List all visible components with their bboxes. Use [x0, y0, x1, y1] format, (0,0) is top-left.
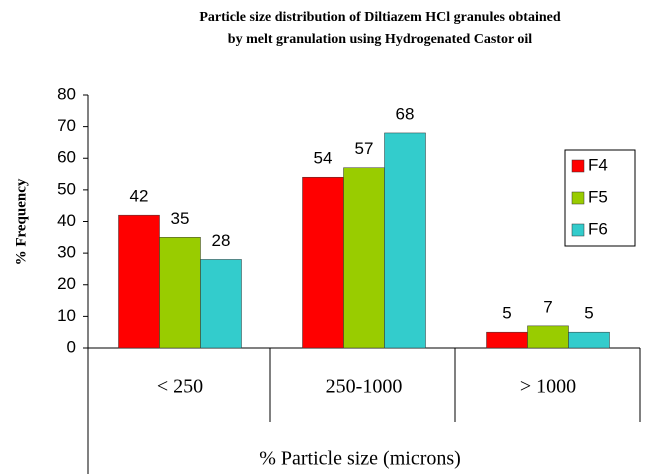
data-label: 28 [212, 231, 231, 250]
x-axis-label: % Particle size (microns) [259, 448, 461, 470]
data-label: 42 [130, 187, 149, 206]
legend-label: F5 [588, 187, 608, 206]
bar [343, 167, 385, 349]
y-tick-label: 20 [57, 274, 76, 293]
data-label: 5 [584, 304, 593, 323]
data-label: 35 [171, 209, 190, 228]
y-axis-label: % Frequency [13, 178, 29, 265]
x-tick-label: 250-1000 [326, 376, 403, 398]
bar [200, 259, 242, 349]
y-tick-label: 80 [57, 84, 76, 103]
bar [568, 331, 610, 349]
data-label: 68 [396, 104, 415, 123]
bar [486, 331, 528, 349]
legend-swatch [571, 159, 585, 173]
y-tick-label: 0 [67, 337, 76, 356]
bar [527, 325, 569, 349]
chart-title: by melt granulation using Hydrogenated C… [228, 32, 533, 47]
bar [159, 237, 201, 349]
y-tick-label: 50 [57, 179, 76, 198]
data-label: 54 [314, 149, 333, 168]
y-tick-label: 70 [57, 116, 76, 135]
legend-label: F6 [588, 219, 608, 238]
y-tick-label: 10 [57, 306, 76, 325]
x-tick-label: < 250 [157, 376, 203, 398]
bar [384, 132, 426, 349]
bar [302, 176, 344, 349]
legend-label: F4 [588, 155, 608, 174]
data-label: 57 [355, 139, 374, 158]
y-tick-label: 30 [57, 243, 76, 262]
y-tick-label: 60 [57, 148, 76, 167]
bar [118, 214, 160, 349]
legend-swatch [571, 191, 585, 205]
x-tick-label: > 1000 [520, 376, 576, 398]
legend-swatch [571, 223, 585, 237]
data-label: 5 [502, 304, 511, 323]
y-tick-label: 40 [57, 211, 76, 230]
chart-title: Particle size distribution of Diltiazem … [199, 10, 560, 25]
data-label: 7 [543, 297, 552, 316]
